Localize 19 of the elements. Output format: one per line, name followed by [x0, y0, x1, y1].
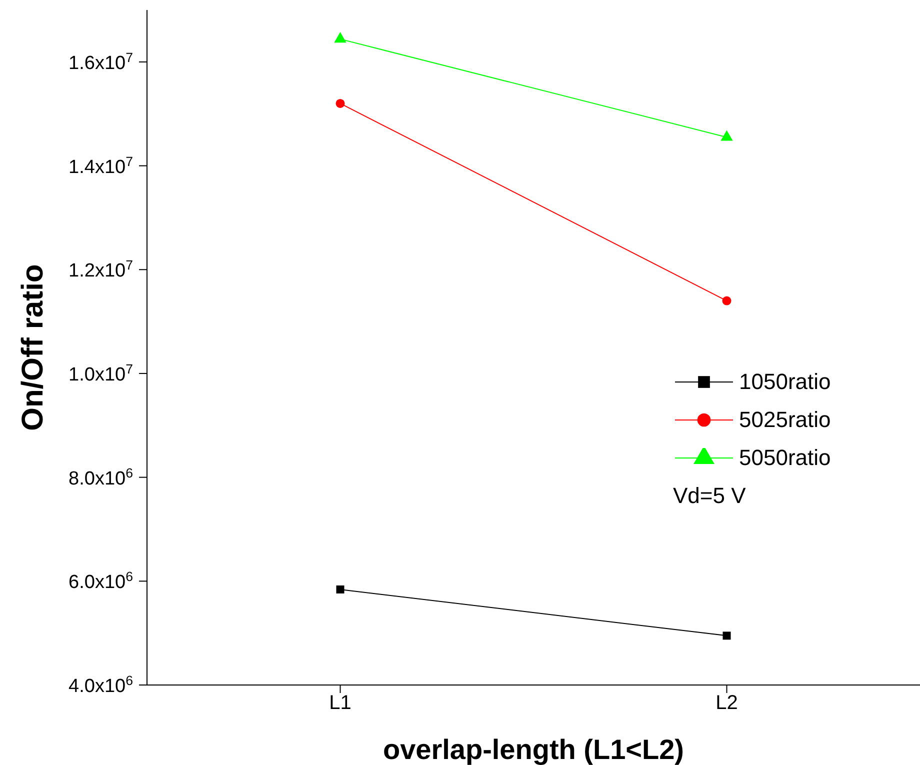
legend-label: 5025ratio — [739, 407, 831, 433]
y-tick-label: 1.0x10$^{7}$ — [68, 360, 133, 386]
y-tick-label: 1.4x10$^{7}$ — [68, 153, 133, 178]
x-tick-label: L2 — [716, 692, 738, 714]
point — [336, 98, 345, 108]
legend-label: 1050ratio — [739, 369, 831, 395]
x-axis-title: overlap-length (L1<L2) — [382, 734, 684, 765]
y-tick-label: 1.6x10$^{7}$ — [68, 49, 133, 74]
legend-label: 5050ratio — [739, 445, 831, 471]
y-tick-label: 6.0x10$^{6}$ — [68, 568, 133, 594]
y-tick-label: 4.0x10$^{6}$ — [68, 672, 133, 697]
y-tick-label: 1.2x10$^{7}$ — [68, 257, 133, 282]
annotation: Vd=5 V — [673, 483, 747, 509]
x-tick-label: L1 — [329, 692, 352, 714]
y-tick-label: 8.0x10$^{6}$ — [68, 464, 133, 490]
y-axis-title: On/Off ratio — [16, 264, 50, 431]
point — [336, 585, 344, 594]
point — [722, 632, 731, 640]
point — [722, 296, 732, 306]
